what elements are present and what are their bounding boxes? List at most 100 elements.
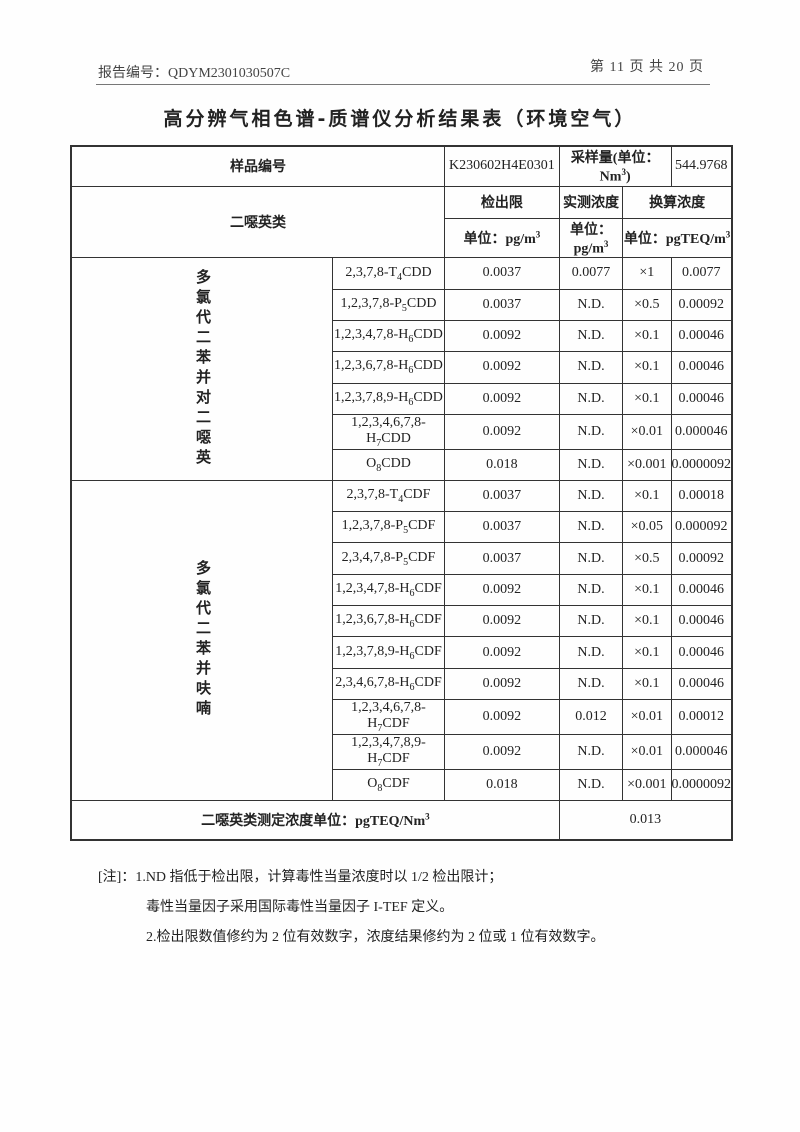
compound-prefix: O [367, 775, 378, 791]
teq-cell: 0.00046 [670, 573, 733, 607]
measured-cell: N.D. [558, 733, 624, 770]
total-value: 0.013 [558, 799, 733, 841]
note-1b: 毒性当量因子采用国际毒性当量因子 I-TEF 定义。 [146, 899, 454, 915]
compound-prefix: 2,3,4,6,7,8-H [335, 674, 410, 690]
compound-prefix: 2,3,7,8-T [345, 264, 398, 280]
lod-cell: 0.0092 [443, 636, 560, 669]
header-divider [96, 84, 710, 85]
teq-cell: 0.00012 [670, 698, 733, 735]
volume-label-close: ) [625, 169, 631, 185]
tef-cell: ×0.01 [622, 733, 672, 770]
teq-cell: 0.00092 [670, 288, 733, 321]
tef-cell: ×0.1 [622, 573, 672, 607]
compound-name: 2,3,7,8-T4CDD [332, 257, 445, 290]
volume-label: 采样量(单位：Nm3) [558, 145, 672, 187]
teq-cell: 0.000092 [670, 511, 733, 544]
lod-cell: 0.0092 [443, 733, 560, 770]
lod-cell: 0.0037 [443, 511, 560, 544]
compound-subscript: 8 [377, 782, 383, 794]
tef-cell: ×0.1 [622, 667, 672, 700]
compound-suffix: CDF [403, 487, 431, 503]
teq-cell: 0.00018 [670, 479, 733, 513]
compound-name: 1,2,3,4,6,7,8-H7CDF [332, 698, 445, 735]
measured-cell: N.D. [558, 768, 624, 801]
compound-name: 1,2,3,4,7,8-H6CDD [332, 319, 445, 353]
tef-cell: ×0.01 [622, 698, 672, 735]
sample-id: K230602H4E0301 [443, 145, 560, 187]
lod-unit: 单位：pg/m3 [443, 217, 560, 259]
compound-suffix: CDF [414, 674, 442, 690]
measured-cell: N.D. [558, 636, 624, 669]
compound-name: 2,3,4,6,7,8-H6CDF [332, 667, 445, 700]
lod-cell: 0.0092 [443, 413, 560, 450]
measured-cell: N.D. [558, 667, 624, 700]
compound-name: 1,2,3,4,6,7,8-H7CDD [332, 413, 445, 450]
compound-prefix: O [366, 455, 377, 471]
compound-name: 2,3,4,7,8-P5CDF [332, 542, 445, 575]
compound-name: 1,2,3,6,7,8-H6CDF [332, 605, 445, 638]
compound-prefix: 1,2,3,4,7,8-H [334, 327, 409, 343]
table-row: 1,2,3,4,7,8,9-H7CDF 0.0092 N.D. ×0.01 0.0000… [71, 733, 733, 770]
compound-name: 1,2,3,7,8,9-H6CDD [332, 382, 445, 415]
teq-cell: 0.00092 [670, 542, 733, 575]
tef-cell: ×0.1 [622, 351, 672, 384]
total-row: 二噁英类测定浓度单位：pgTEQ/Nm3 0.013 [70, 799, 733, 841]
compound-suffix: CDD [413, 327, 443, 343]
teq-cell: 0.00046 [670, 319, 733, 353]
tef-cell: ×0.01 [622, 413, 672, 450]
teq-unit-text: 单位：pgTEQ/m [623, 231, 726, 247]
results-table: 样品编号 K230602H4E0301 采样量(单位：Nm3) 544.9768… [70, 145, 733, 841]
compound-name: 2,3,7,8-T4CDF [332, 479, 445, 513]
note-2: 2.检出限数值修约为 2 位有效数字，浓度结果修约为 2 位或 1 位有效数字。 [146, 929, 605, 945]
compound-suffix: CDD [381, 455, 411, 471]
compound-subscript: 5 [403, 556, 409, 568]
compound-prefix: 1,2,3,7,8-P [341, 518, 404, 534]
measured-unit-text: 单位：pg/m [569, 222, 612, 257]
measured-cell: N.D. [558, 413, 624, 450]
table-row: 1,2,3,7,8,9-H6CDF 0.0092 N.D. ×0.1 0.00046 [71, 636, 733, 669]
compound-subscript: 7 [376, 437, 382, 449]
compound-subscript: 4 [397, 271, 403, 283]
lod-cell: 0.0092 [443, 573, 560, 607]
compound-prefix: 1,2,3,6,7,8-H [335, 612, 410, 628]
compound-name: 1,2,3,4,7,8,9-H7CDF [332, 733, 445, 770]
compound-name: 1,2,3,6,7,8-H6CDD [332, 351, 445, 384]
measured-cell: N.D. [558, 573, 624, 607]
teq-unit-sup: 3 [725, 229, 731, 240]
measured-cell: N.D. [558, 511, 624, 544]
table-row: 1,2,3,6,7,8-H6CDF 0.0092 N.D. ×0.1 0.00046 [71, 605, 733, 638]
table-row: 1,2,3,7,8,9-H6CDD 0.0092 N.D. ×0.1 0.00046 [71, 382, 733, 415]
table-row: 1,2,3,4,7,8-H6CDD 0.0092 N.D. ×0.1 0.00046 [71, 319, 733, 353]
measured-cell: N.D. [558, 448, 624, 481]
lod-cell: 0.018 [443, 448, 560, 481]
compound-prefix: 1,2,3,4,7,8-H [335, 581, 410, 597]
compound-prefix: 1,2,3,7,8,9-H [335, 643, 410, 659]
compound-suffix: CDD [381, 430, 411, 446]
compound-subscript: 6 [409, 650, 415, 662]
page-number: 第 11 页 共 20 页 [590, 60, 704, 75]
compound-subscript: 5 [401, 302, 407, 314]
lod-cell: 0.0092 [443, 382, 560, 415]
content: 样品编号 K230602H4E0301 采样量(单位：Nm3) 544.9768… [70, 145, 733, 953]
compound-subscript: 4 [398, 493, 404, 505]
tef-cell: ×0.5 [622, 542, 672, 575]
measured-cell: N.D. [558, 479, 624, 513]
compound-subscript: 6 [409, 681, 415, 693]
measured-cell: N.D. [558, 605, 624, 638]
compound-prefix: 2,3,4,7,8-P [341, 549, 404, 565]
unit-row: 单位：pg/m3 单位：pg/m3 单位：pgTEQ/m3 [71, 217, 733, 259]
table-row: 1,2,3,6,7,8-H6CDD 0.0092 N.D. ×0.1 0.00046 [71, 351, 733, 384]
compound-prefix: 1,2,3,7,8-P [340, 295, 402, 311]
tef-cell: ×0.5 [622, 288, 672, 321]
measured-cell: N.D. [558, 382, 624, 415]
compound-prefix: 1,2,3,4,6,7,8-H [351, 414, 426, 446]
compound-subscript: 6 [409, 619, 415, 631]
tef-cell: ×0.001 [622, 768, 672, 801]
teq-cell: 0.00046 [670, 667, 733, 700]
teq-cell: 0.0000092 [670, 448, 733, 481]
teq-cell: 0.0000092 [670, 768, 733, 801]
lod-header: 检出限 [443, 185, 560, 219]
volume-unit-sup: 3 [621, 167, 626, 177]
sample-label: 样品编号 [70, 145, 445, 187]
compound-suffix: CDF [408, 549, 436, 565]
